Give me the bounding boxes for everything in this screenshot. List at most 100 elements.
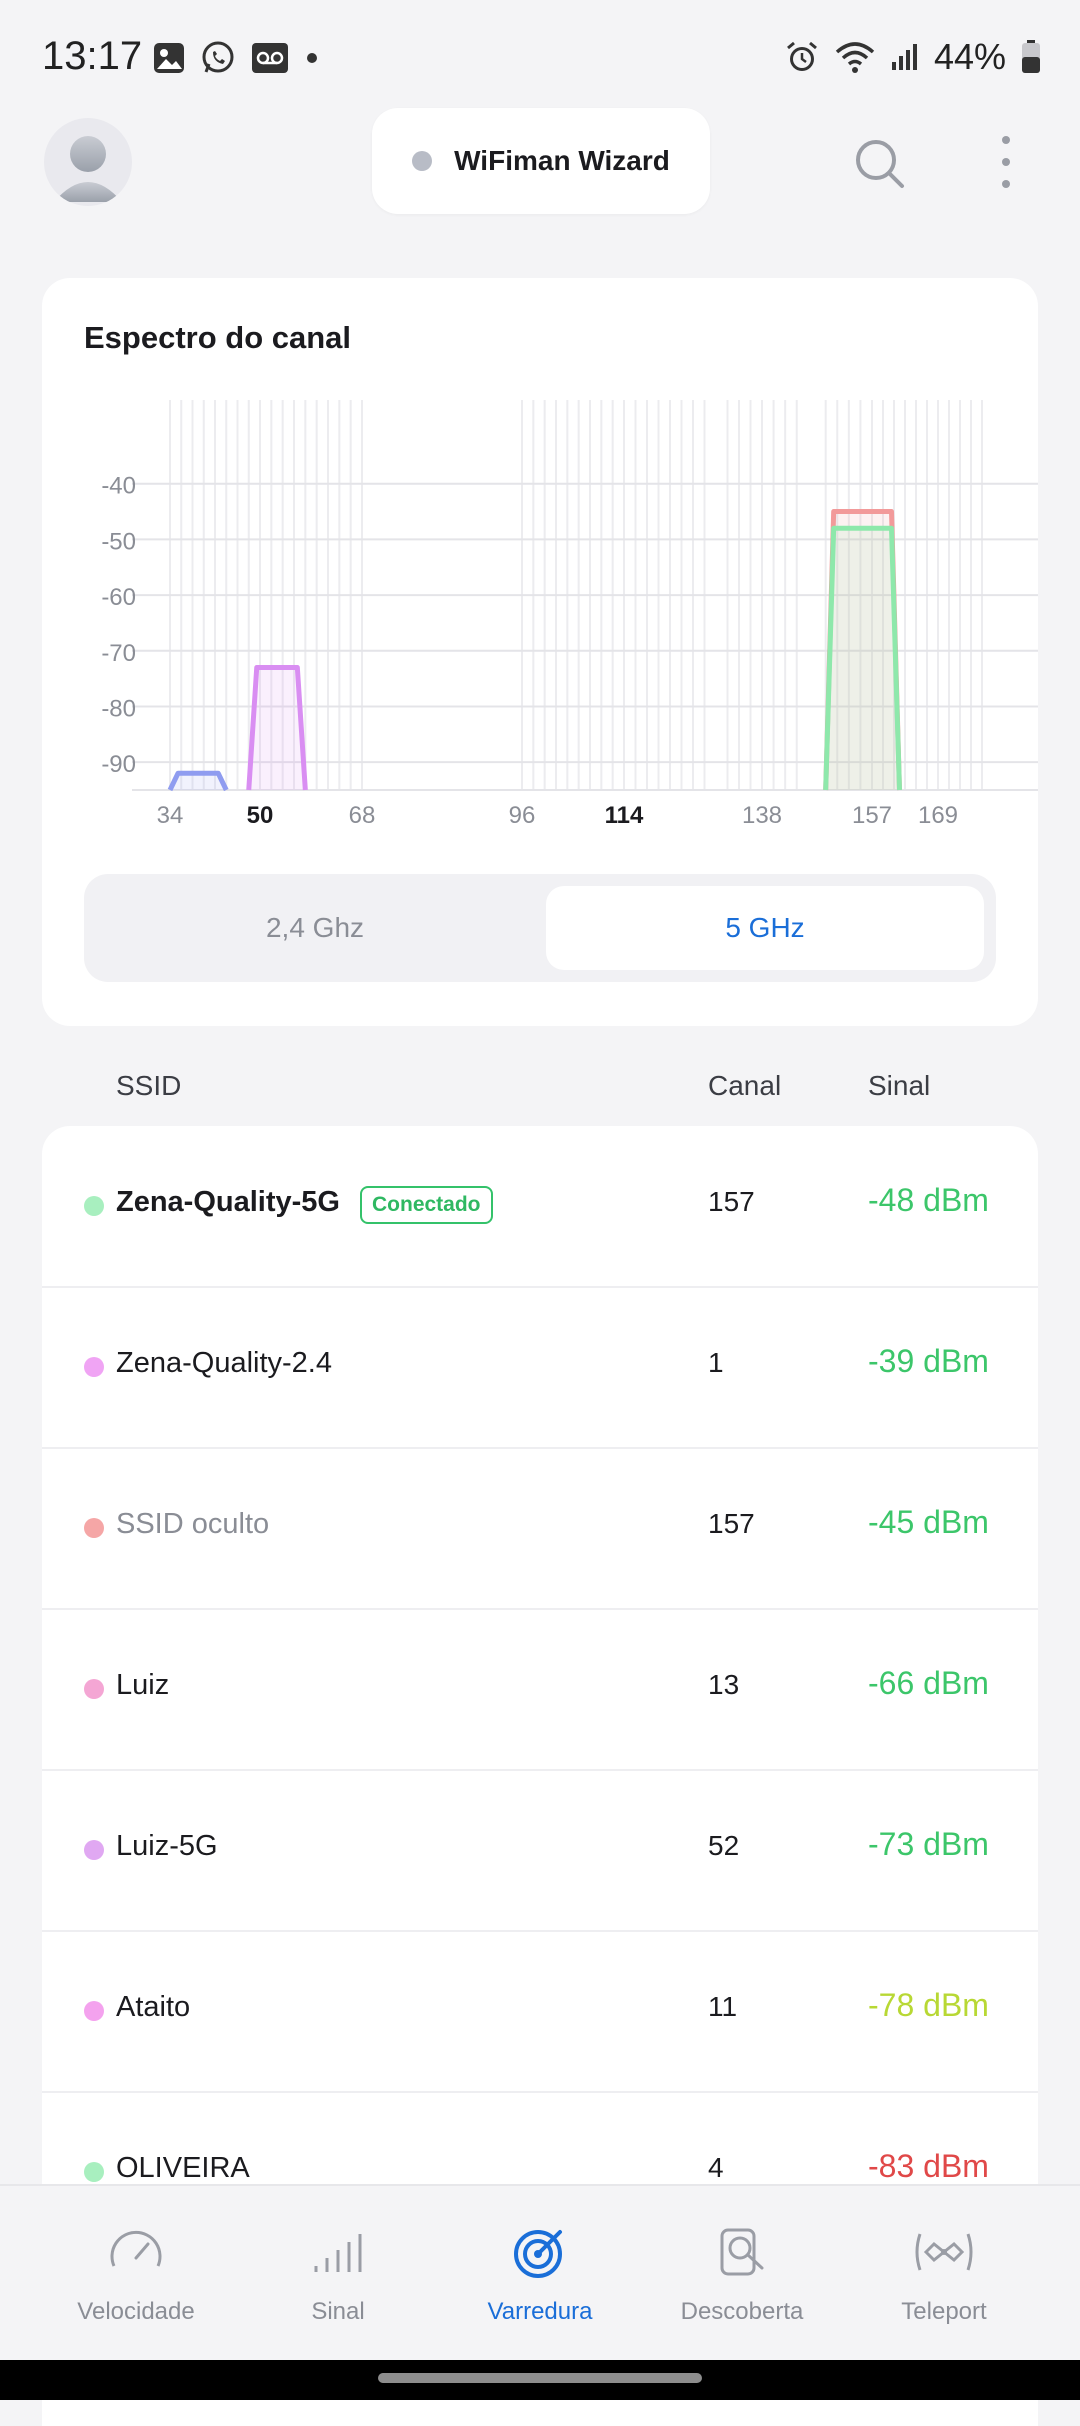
column-header-canal[interactable]: Canal [708,1070,782,1101]
y-tick-label: -50 [101,528,136,555]
network-signal: -73 dBm [868,1826,989,1862]
network-row[interactable]: Zena-Quality-2.4 1 -39 dBm [42,1287,1038,1449]
network-signal: -48 dBm [868,1182,989,1218]
gesture-bar [0,2360,1080,2400]
more-vert-icon[interactable] [992,134,1020,190]
network-channel: 157 [708,1186,755,1217]
nav-label: Teleport [901,2298,987,2325]
status-time: 13:17 [42,34,143,78]
network-color-dot [84,1196,104,1216]
x-tick-label: 138 [742,802,782,829]
notification-icons [152,40,320,76]
network-ssid: Luiz-5G [116,1830,218,1862]
channel-spectrum-card: Espectro do canal -40 -50 -60 -70 -80 -90 34 50… [42,278,1038,1026]
user-avatar-icon [54,136,122,202]
network-color-dot [84,2001,104,2021]
band-24ghz-button[interactable]: 2,4 Ghz [265,912,365,943]
column-header-ssid[interactable]: SSID [116,1070,182,1101]
nav-varredura[interactable]: Varredura [440,2186,640,2362]
x-tick-label: 96 [509,802,536,829]
network-channel: 157 [708,1508,755,1539]
nav-label: Varredura [487,2298,593,2325]
battery-percent: 44% [933,36,1006,77]
spectrum-title: Espectro do canal [84,320,352,355]
network-color-dot [84,2162,104,2182]
radar-scan-icon [514,2230,562,2278]
connected-badge: Conectado [360,1186,493,1224]
network-row[interactable]: Zena-Quality-5G Conectado 157 -48 dBm [42,1126,1038,1288]
network-signal: -45 dBm [868,1504,989,1540]
status-bar: 13:17 44% [0,0,1080,110]
x-tick-label: 68 [349,802,376,829]
gallery-icon [154,43,184,73]
network-ssid: SSID oculto [116,1508,270,1540]
network-row[interactable]: SSID oculto 157 -45 dBm [42,1448,1038,1610]
system-icons: 44% [784,36,1042,78]
nav-descoberta[interactable]: Descoberta [642,2186,842,2362]
nav-label: Sinal [311,2298,365,2325]
bottom-navigation: Velocidade Sinal Varredura Descoberta Te… [0,2184,1080,2362]
status-dot [412,151,433,171]
column-header-sinal[interactable]: Sinal [868,1070,931,1101]
whatsapp-icon [202,41,234,73]
cell-signal-icon [891,44,917,70]
x-tick-label: 34 [157,802,184,829]
wizard-label: WiFiman Wizard [454,145,670,176]
y-tick-label: -90 [101,751,136,778]
nav-velocidade[interactable]: Velocidade [36,2186,236,2362]
network-signal: -66 dBm [868,1665,989,1701]
network-ssid: Zena-Quality-5G [116,1186,340,1218]
network-color-dot [84,1518,104,1538]
network-ssid: Luiz [116,1669,170,1701]
series-fill [248,667,306,790]
avatar[interactable] [44,118,132,206]
network-channel: 1 [708,1347,724,1378]
search-icon[interactable] [852,136,908,192]
battery-icon [1022,40,1040,73]
network-signal: -39 dBm [868,1343,989,1379]
dot-icon [307,53,317,63]
series-line [167,770,229,792]
network-row[interactable]: Luiz 13 -66 dBm [42,1609,1038,1771]
x-tick-label: 157 [852,802,892,829]
nav-teleport[interactable]: Teleport [844,2186,1044,2362]
network-row[interactable]: Ataito 11 -78 dBm [42,1931,1038,2093]
y-tick-label: -80 [101,695,136,722]
voicemail-icon [252,43,288,73]
nav-sinal[interactable]: Sinal [238,2186,438,2362]
series-fill [170,773,227,790]
y-tick-label: -40 [101,473,136,500]
band-5ghz-button[interactable]: 5 GHz [546,886,984,970]
series-fill [825,528,900,790]
spectrum-chart: -40 -50 -60 -70 -80 -90 34 50 68 96 114 138 157 169 [101,400,1038,829]
nav-label: Descoberta [680,2298,804,2325]
home-indicator[interactable] [378,2373,702,2383]
speedometer-icon [110,2230,162,2267]
device-discovery-icon [720,2228,764,2276]
network-ssid: Ataito [116,1991,191,2023]
nav-label: Velocidade [77,2298,195,2325]
network-channel: 4 [708,2152,724,2183]
network-ssid: OLIVEIRA [116,2152,250,2184]
x-tick-label: 114 [605,802,644,829]
network-signal: -78 dBm [868,1987,989,2023]
wifi-icon [835,42,875,73]
network-signal: -83 dBm [868,2148,989,2184]
wifiman-wizard-button[interactable]: WiFiman Wizard [372,108,710,214]
alarm-icon [786,41,817,71]
band-toggle: 2,4 Ghz 5 GHz [84,874,996,982]
series-fill [825,511,900,790]
series-line [823,525,902,791]
network-row[interactable]: Luiz-5G 52 -73 dBm [42,1770,1038,1932]
y-tick-label: -70 [101,640,136,667]
x-tick-label: 50 [247,802,274,829]
network-channel: 13 [708,1669,740,1700]
y-tick-label: -60 [101,584,136,611]
teleport-icon [915,2233,973,2271]
x-tick-label: 169 [918,802,958,829]
network-channel: 52 [708,1830,740,1861]
series-line [246,664,308,791]
network-color-dot [84,1357,104,1377]
network-channel: 11 [708,1991,738,2022]
network-ssid: Zena-Quality-2.4 [116,1347,332,1379]
